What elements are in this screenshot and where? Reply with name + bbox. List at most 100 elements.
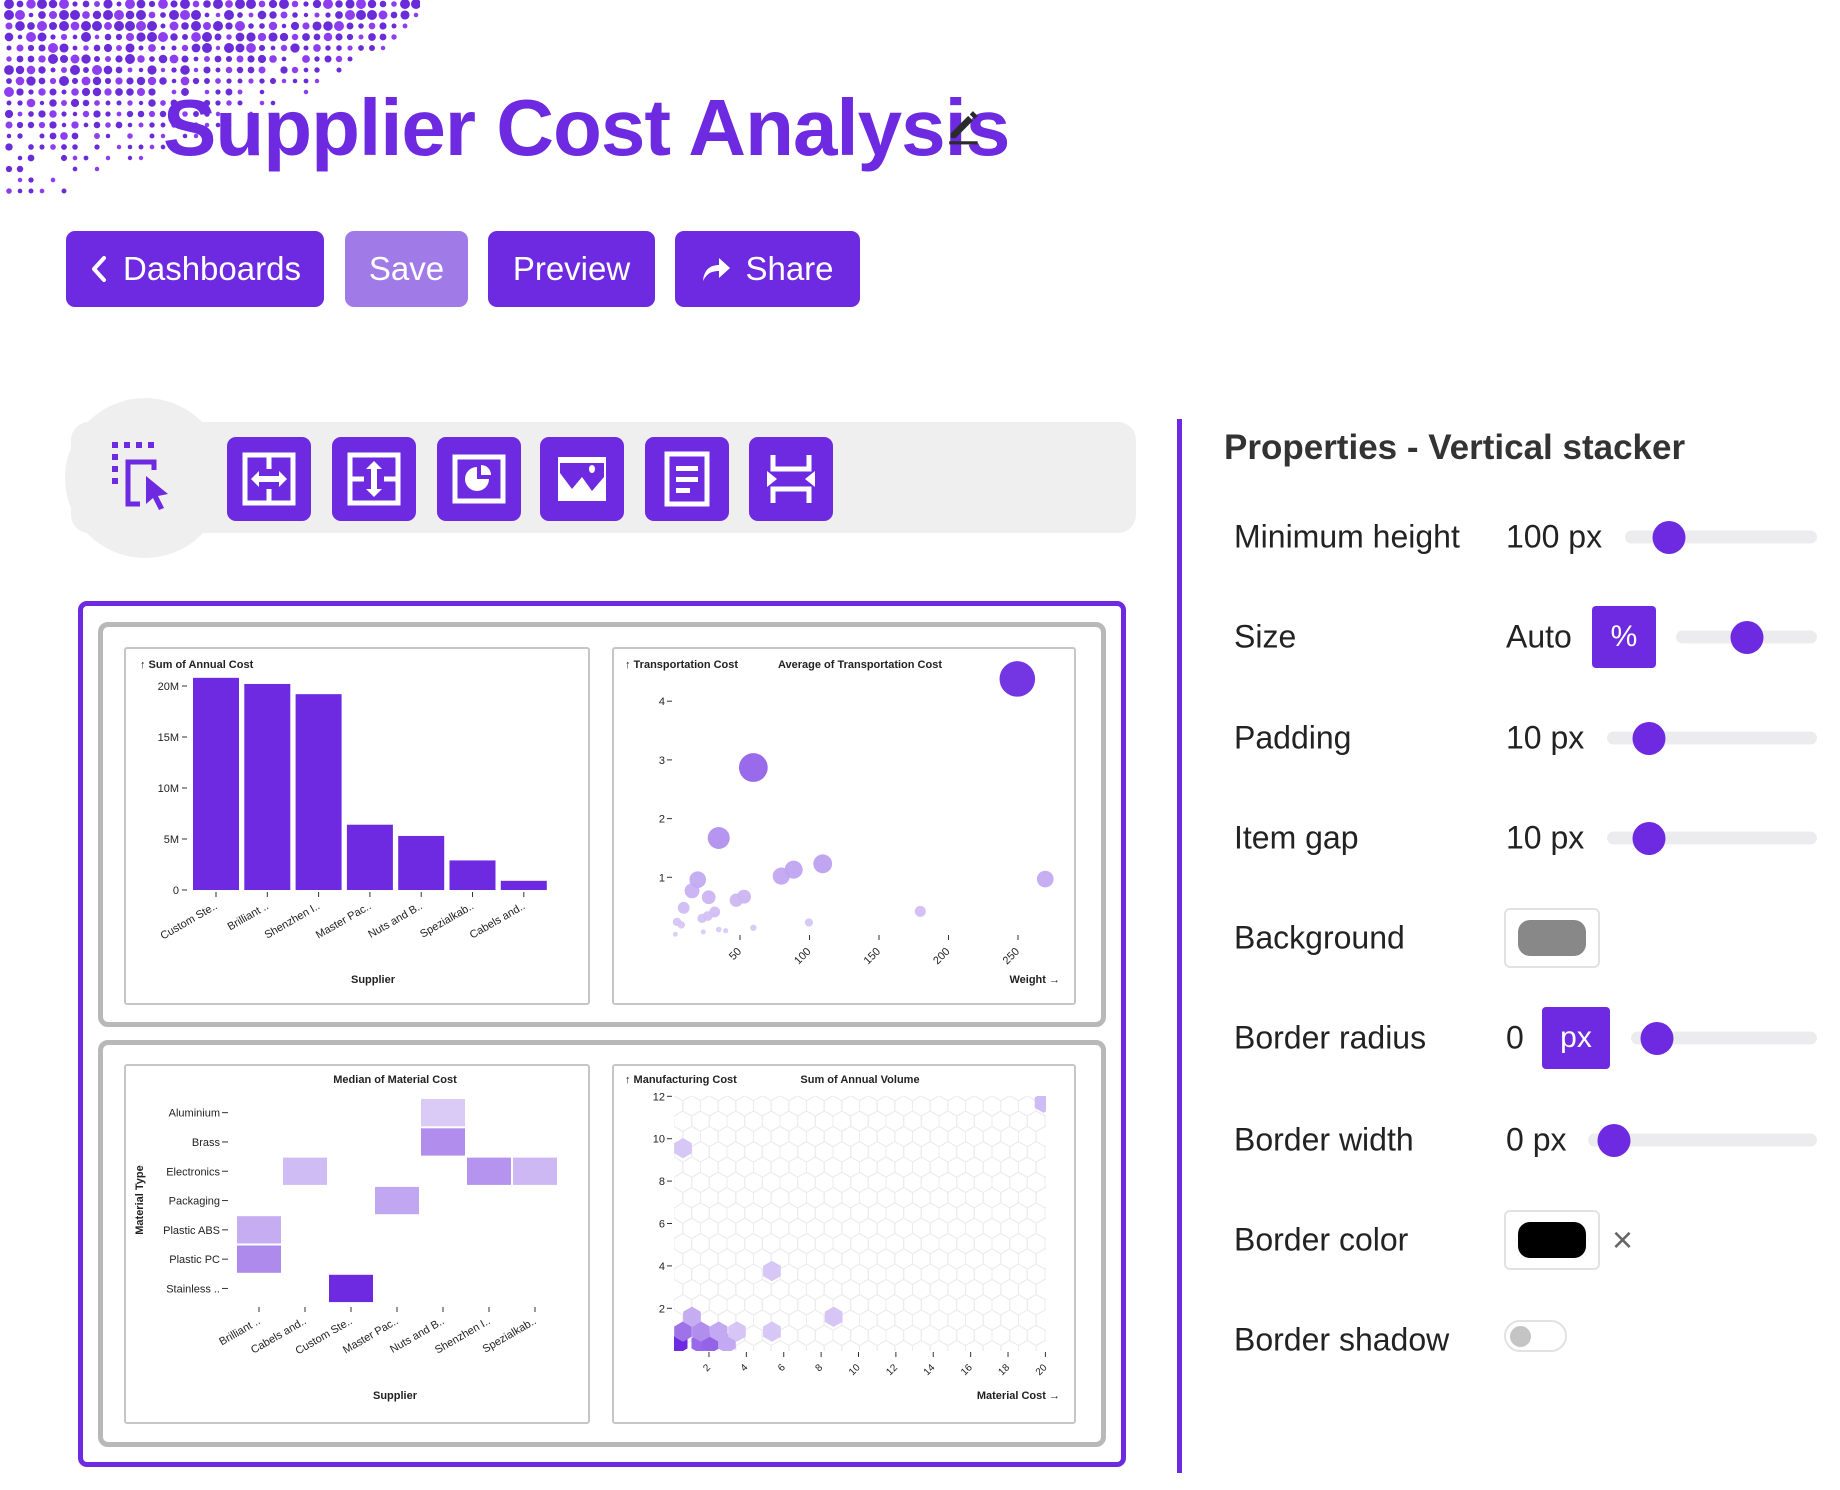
halftone-dot [125, 10, 135, 20]
border-radius-slider[interactable] [1631, 1021, 1817, 1055]
slider-thumb[interactable] [1597, 1123, 1631, 1157]
halftone-dot [104, 88, 112, 96]
halftone-dot [116, 144, 122, 150]
halftone-dot [104, 77, 112, 85]
halftone-dot [71, 132, 79, 140]
minimum-height-slider[interactable] [1625, 520, 1817, 554]
halftone-dot [335, 11, 343, 19]
slider-thumb[interactable] [1730, 620, 1763, 654]
halftone-dot [180, 0, 190, 9]
dashboards-button[interactable]: Dashboards [66, 231, 324, 307]
bar-chart-panel[interactable] [124, 647, 590, 1005]
select-tool-button[interactable] [65, 398, 225, 558]
halftone-dot [281, 56, 287, 62]
slider-thumb[interactable] [1652, 520, 1686, 554]
share-arrow-icon [703, 258, 731, 281]
save-button[interactable]: Save [345, 231, 468, 307]
padding-slider[interactable] [1607, 721, 1817, 755]
halftone-dot [136, 87, 146, 97]
size-slider[interactable] [1676, 620, 1817, 654]
slider-thumb[interactable] [1632, 821, 1666, 855]
halftone-dot [191, 21, 201, 31]
halftone-dot [335, 0, 343, 8]
halftone-dot [280, 44, 288, 52]
halftone-dot [27, 22, 35, 30]
halftone-dot [235, 32, 245, 42]
scatter-chart-panel[interactable] [612, 647, 1076, 1005]
image-button[interactable] [540, 437, 624, 521]
halftone-dot [290, 21, 300, 31]
halftone-dot [148, 99, 156, 107]
halftone-dot [61, 67, 67, 73]
border-shadow-toggle[interactable] [1504, 1320, 1567, 1352]
clear-color-icon[interactable]: × [1612, 1219, 1634, 1260]
halftone-dot [325, 45, 331, 51]
halftone-dot [17, 177, 23, 183]
halftone-dot [116, 1, 122, 7]
halftone-dot [313, 44, 321, 52]
halftone-dot [27, 121, 35, 129]
halftone-dot [17, 133, 23, 139]
preview-button[interactable]: Preview [488, 231, 655, 307]
dashboards-label: Dashboards [123, 250, 301, 287]
halftone-dot [70, 98, 80, 108]
border-shadow-label: Border shadow [1234, 1321, 1450, 1358]
halftone-dot [148, 110, 156, 118]
halftone-dot [226, 34, 232, 40]
halftone-dot [38, 66, 46, 74]
horizontal-stacker-button[interactable] [227, 437, 311, 521]
halftone-dot [82, 11, 90, 19]
border-radius-unit-button[interactable]: px [1542, 1007, 1610, 1069]
halftone-dot [103, 0, 113, 9]
pencil-icon[interactable] [946, 108, 984, 146]
background-label: Background [1234, 919, 1405, 956]
vertical-stacker-selected[interactable] [78, 601, 1126, 1467]
panel-divider [1177, 419, 1182, 1473]
halftone-dot [71, 88, 79, 96]
halftone-dot [367, 0, 377, 9]
halftone-dot [4, 65, 14, 75]
halftone-dot [26, 65, 36, 75]
halftone-dot [138, 144, 144, 150]
item-gap-slider[interactable] [1607, 821, 1817, 855]
horizontal-stacker-row-1[interactable] [98, 622, 1106, 1027]
slider-thumb[interactable] [1632, 721, 1666, 755]
halftone-dot [27, 55, 35, 63]
halftone-dot [147, 76, 157, 86]
background-color-swatch[interactable] [1504, 908, 1600, 968]
halftone-dot [70, 10, 80, 20]
halftone-dot [358, 45, 364, 51]
halftone-dot [137, 55, 145, 63]
halftone-dot [193, 122, 199, 128]
halftone-dot [70, 65, 80, 75]
halftone-dot [60, 154, 68, 162]
halftone-dot [400, 0, 410, 9]
heatmap-chart-panel[interactable] [124, 1064, 590, 1424]
halftone-dot [258, 0, 266, 8]
border-color-color-swatch[interactable] [1504, 1210, 1600, 1270]
halftone-dot [160, 67, 166, 73]
halftone-dot [148, 44, 156, 52]
vertical-stacker-button[interactable] [332, 437, 416, 521]
halftone-dot [114, 21, 124, 31]
halftone-dot [269, 11, 277, 19]
halftone-dot [347, 45, 353, 51]
halftone-dot [203, 22, 211, 30]
text-button[interactable] [645, 437, 729, 521]
size-unit-button[interactable]: % [1592, 606, 1656, 668]
chart-button[interactable] [437, 437, 521, 521]
halftone-dot [193, 67, 199, 73]
hexbin-chart-panel[interactable] [612, 1064, 1076, 1424]
share-button[interactable]: Share [675, 231, 860, 307]
slider-thumb[interactable] [1640, 1021, 1674, 1055]
halftone-dot [160, 100, 166, 106]
halftone-dot [323, 0, 333, 9]
halftone-dot [105, 133, 111, 139]
halftone-dot [148, 0, 156, 8]
border-width-slider[interactable] [1588, 1123, 1817, 1157]
horizontal-stacker-row-2[interactable] [98, 1040, 1106, 1447]
halftone-dot [379, 22, 387, 30]
halftone-dot [291, 33, 299, 41]
spacer-button[interactable] [749, 437, 833, 521]
halftone-dot [116, 111, 122, 117]
